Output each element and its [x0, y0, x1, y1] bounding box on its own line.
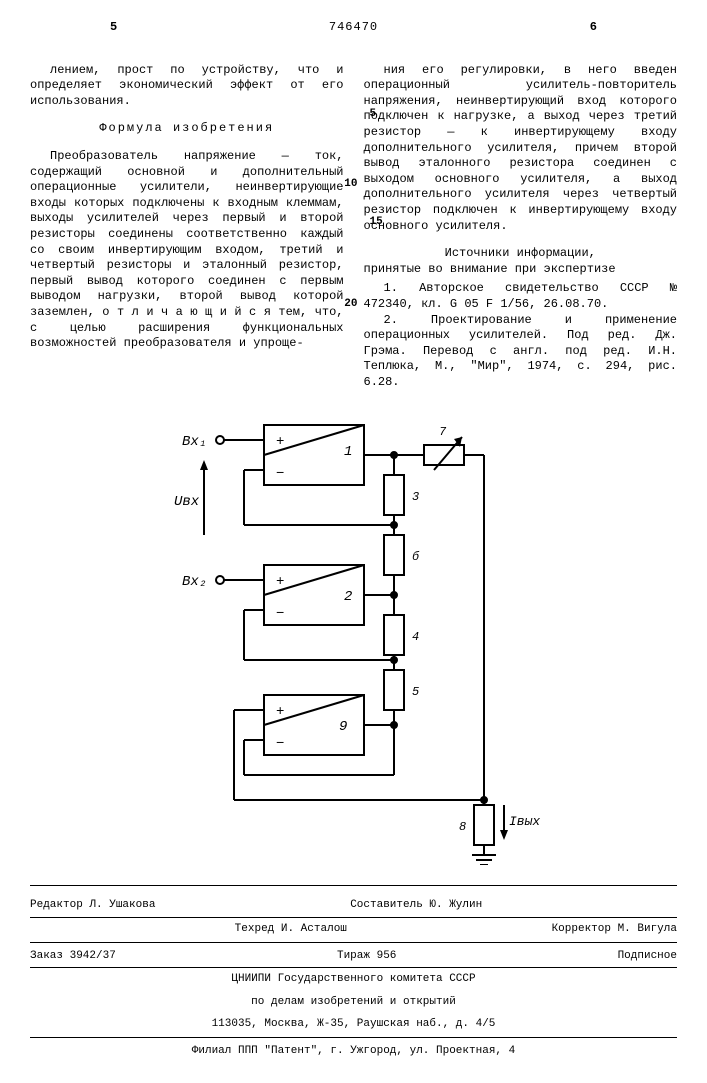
- right-p1: ния его регулировки, в него введен опера…: [364, 63, 678, 235]
- right-column: ния его регулировки, в него введен опера…: [364, 51, 678, 391]
- svg-text:8: 8: [459, 820, 466, 834]
- org-line-2: по делам изобретений и открытий: [30, 991, 677, 1013]
- text-columns: лением, прост по устройству, что и опред…: [30, 51, 677, 391]
- footer: Редактор Л. Ушакова Составитель Ю. Жулин…: [30, 885, 677, 1062]
- svg-text:Вх₂: Вх₂: [182, 574, 207, 590]
- svg-text:7: 7: [439, 425, 447, 439]
- svg-text:2: 2: [344, 589, 352, 605]
- svg-text:4: 4: [412, 630, 419, 644]
- page-header: 5 746470 6: [30, 20, 677, 36]
- branch: Филиал ППП "Патент", г. Ужгород, ул. Про…: [30, 1040, 677, 1062]
- order: Заказ 3942/37: [30, 949, 116, 963]
- svg-text:−: −: [276, 606, 284, 622]
- corrector: Корректор М. Вигула: [552, 922, 677, 936]
- line-marker-20: 20: [324, 297, 357, 311]
- org-line-1: ЦНИИПИ Государственного комитета СССР: [30, 968, 677, 990]
- line-marker-10: 10: [324, 177, 357, 191]
- svg-text:9: 9: [339, 719, 347, 735]
- svg-text:Uвх: Uвх: [174, 494, 200, 510]
- org-address: 113035, Москва, Ж-35, Раушская наб., д. …: [30, 1013, 677, 1035]
- svg-text:+: +: [276, 434, 284, 450]
- svg-text:−: −: [276, 466, 284, 482]
- svg-text:Вх₁: Вх₁: [182, 434, 207, 450]
- formula-title: Формула изобретения: [30, 121, 344, 137]
- left-p2: Преобразователь напряжение — ток, содерж…: [30, 149, 344, 352]
- source-1: 1. Авторское свидетельство СССР № 472340…: [364, 281, 678, 312]
- svg-text:+: +: [276, 574, 284, 590]
- page-number-right: 6: [590, 20, 597, 36]
- sources-subtitle: принятые во внимание при экспертизе: [364, 262, 678, 278]
- tech: Техред И. Асталош: [235, 922, 347, 936]
- editor: Редактор Л. Ушакова: [30, 898, 155, 912]
- footer-row-1b: Техред И. Асталош Корректор М. Вигула: [30, 918, 677, 940]
- svg-text:б: б: [412, 550, 420, 564]
- svg-text:−: −: [276, 736, 284, 752]
- source-2: 2. Проектирование и применение операцион…: [364, 313, 678, 391]
- svg-text:3: 3: [412, 490, 419, 504]
- line-marker-5: 5: [350, 107, 377, 121]
- svg-text:5: 5: [412, 685, 419, 699]
- document-number: 746470: [329, 20, 378, 34]
- tirage: Тираж 956: [337, 949, 396, 963]
- left-p1: лением, прост по устройству, что и опред…: [30, 63, 344, 110]
- line-marker-15: 15: [350, 215, 383, 229]
- page-number-left: 5: [110, 20, 117, 36]
- circuit-diagram: + − 1 Вх₁ Uвх + − 2 Вх₂ + − 9 7: [164, 405, 544, 865]
- footer-row-1: Редактор Л. Ушакова Составитель Ю. Жулин: [30, 894, 677, 917]
- svg-text:Iвых: Iвых: [509, 814, 540, 829]
- footer-row-2: Заказ 3942/37 Тираж 956 Подписное: [30, 945, 677, 968]
- compiler: Составитель Ю. Жулин: [350, 898, 482, 912]
- signed: Подписное: [618, 949, 677, 963]
- svg-text:+: +: [276, 704, 284, 720]
- svg-text:1: 1: [344, 444, 352, 460]
- left-column: лением, прост по устройству, что и опред…: [30, 51, 344, 391]
- sources-title: Источники информации,: [364, 246, 678, 262]
